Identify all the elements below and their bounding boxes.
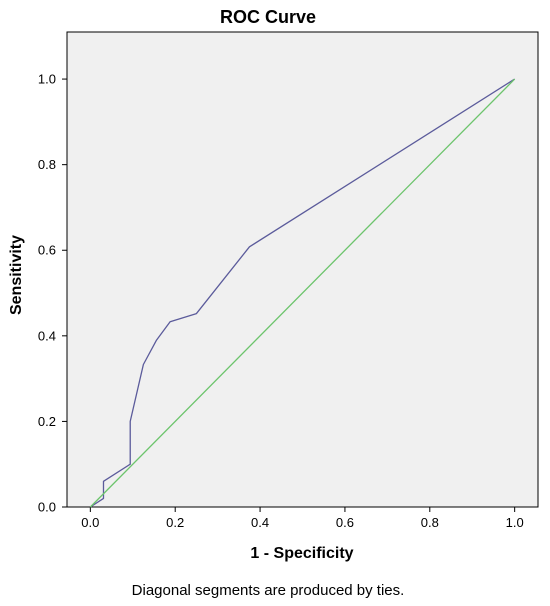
y-tick-label: 0.8: [38, 157, 56, 172]
x-tick-label: 0.6: [336, 515, 354, 530]
y-tick-label: 0.6: [38, 243, 56, 258]
x-axis-label: 1 - Specificity: [250, 545, 353, 562]
chart-title: ROC Curve: [220, 7, 316, 27]
tick-labels: 0.0 0.2 0.4 0.6 0.8 1.0 0.0 0.2 0.4 0.6 0.8 1.0: [38, 72, 524, 530]
x-tick-label: 0.2: [166, 515, 184, 530]
axis-ticks: [62, 78, 516, 512]
plot-area: [66, 31, 539, 508]
x-tick-label: 0.4: [251, 515, 269, 530]
y-tick-label: 0.0: [38, 500, 56, 515]
reference-diagonal-line: [89, 78, 516, 508]
x-tick-label: 1.0: [506, 515, 524, 530]
y-tick-label: 0.4: [38, 328, 56, 343]
y-tick-label: 1.0: [38, 72, 56, 87]
y-tick-label: 0.2: [38, 414, 56, 429]
x-tick-label: 0.0: [81, 515, 99, 530]
series-layer: [89, 78, 516, 508]
footnote: Diagonal segments are produced by ties.: [132, 582, 405, 599]
x-tick-label: 0.8: [421, 515, 439, 530]
y-axis-label: Sensitivity: [8, 235, 25, 315]
roc-curve-line: [89, 78, 516, 508]
